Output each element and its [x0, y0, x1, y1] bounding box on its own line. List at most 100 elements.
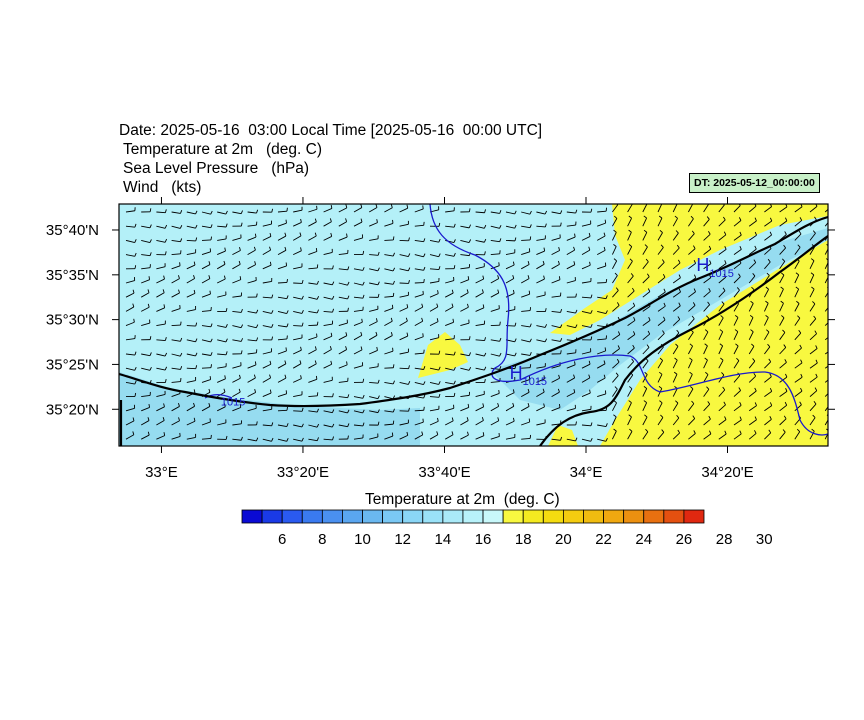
wind-barb: [612, 402, 617, 412]
wind-barb-feather: [514, 352, 517, 357]
wind-barb: [217, 278, 226, 284]
wind-barb: [809, 318, 817, 326]
wind-barb-feather: [423, 394, 426, 399]
wind-barb: [338, 296, 348, 300]
wind-barb: [308, 363, 317, 369]
wind-barb: [277, 363, 287, 369]
wind-barb: [703, 219, 710, 227]
wind-barb-feather: [659, 357, 663, 361]
wind-barb-feather: [423, 266, 426, 271]
wind-barb: [779, 431, 786, 440]
wind-barb-feather: [360, 331, 363, 336]
wind-barb-feather: [529, 338, 532, 343]
wind-barb: [551, 263, 560, 270]
wind-barb: [688, 345, 693, 355]
wind-barb: [186, 239, 196, 242]
wind-barb-feather: [724, 246, 727, 250]
wind-barb: [460, 407, 469, 412]
wind-barb: [505, 264, 515, 270]
dt-badge: DT: 2025-05-12_00:00:00: [689, 173, 820, 193]
wind-barb: [369, 410, 379, 414]
wind-barb-feather: [514, 210, 517, 215]
wind-barb: [217, 422, 227, 426]
wind-barb: [809, 260, 815, 269]
wind-barb-feather: [147, 431, 150, 436]
wind-barb: [125, 239, 135, 243]
wind-barb-feather: [301, 295, 304, 300]
wind-barb-feather: [132, 303, 135, 308]
wind-barb-feather: [734, 329, 739, 333]
wind-barb-feather: [643, 386, 647, 389]
wind-barb-feather: [721, 301, 725, 305]
wind-barb: [764, 405, 772, 412]
wind-barb-feather: [392, 364, 395, 368]
wind-barb: [536, 238, 546, 241]
wind-barb-feather: [438, 381, 441, 385]
wind-barb: [748, 275, 756, 284]
wind-barb-feather: [208, 275, 211, 279]
wind-barb: [566, 211, 576, 214]
wind-barb-feather: [645, 258, 649, 263]
wind-barb-feather: [797, 244, 801, 248]
wind-barb: [125, 338, 135, 341]
wind-barb: [445, 210, 455, 213]
wind-barb-feather: [692, 415, 696, 419]
wind-barb: [125, 321, 135, 327]
wind-barb: [232, 377, 241, 383]
wind-barb: [262, 351, 272, 355]
wind-barb-feather: [768, 429, 772, 434]
wind-barb: [824, 379, 828, 383]
wind-barb: [764, 261, 771, 270]
wind-barb: [186, 405, 195, 412]
wind-barb: [551, 377, 560, 383]
wind-barb-feather: [269, 360, 272, 365]
wind-barb: [186, 420, 196, 426]
wind-barb: [688, 388, 694, 397]
wind-barb-feather: [271, 310, 274, 314]
wind-barb: [156, 323, 166, 327]
wind-barb: [703, 290, 711, 298]
wind-barb-feather: [208, 402, 211, 407]
wind-barb: [748, 433, 757, 440]
wind-barb: [429, 396, 440, 398]
wind-barb-feather: [754, 387, 757, 392]
wind-barb-feather: [706, 386, 710, 390]
wind-barb: [277, 222, 287, 227]
wind-barb-feather: [269, 389, 272, 394]
wind-barb: [490, 339, 500, 342]
wind-barb-feather: [674, 215, 678, 219]
wind-barb: [764, 376, 772, 383]
wind-barb-feather: [269, 232, 272, 237]
wind-barb-feather: [392, 267, 396, 272]
wind-barb-feather: [769, 402, 773, 406]
wind-barb: [156, 278, 165, 284]
wind-barb-feather: [468, 239, 472, 243]
wind-barb-feather: [347, 281, 350, 286]
wind-barb-feather: [362, 267, 365, 271]
wind-barb-feather: [704, 329, 709, 333]
wind-barb-feather: [544, 223, 547, 228]
field-wind: Wind (kts): [123, 179, 202, 196]
wind-barb: [688, 418, 696, 426]
wind-barb: [809, 417, 816, 426]
wind-barb: [232, 365, 242, 369]
wind-barb: [536, 366, 546, 369]
wind-barb-feather: [453, 351, 456, 356]
wind-barb-feather: [346, 361, 348, 365]
wind-barb-feather: [721, 372, 725, 376]
wind-barb-feather: [796, 300, 800, 304]
wind-barb-feather: [467, 403, 470, 408]
wind-barb: [262, 438, 272, 442]
wind-barb: [612, 334, 621, 341]
wind-barb-feather: [512, 417, 515, 422]
wind-barb: [551, 211, 561, 215]
wind-barb: [581, 264, 591, 270]
wind-barb: [399, 335, 408, 341]
colorbar-swatch: [281, 509, 303, 524]
wind-barb: [551, 237, 561, 241]
wind-barb-feather: [573, 374, 576, 379]
wind-barb-feather: [332, 436, 334, 441]
axis-labels: 33°E 33°20'E 33°40'E 34°E 34°20'E 35°40'N 35°3…: [46, 222, 754, 481]
wind-barb-feather: [134, 392, 137, 397]
wind-barb-feather: [527, 402, 530, 407]
